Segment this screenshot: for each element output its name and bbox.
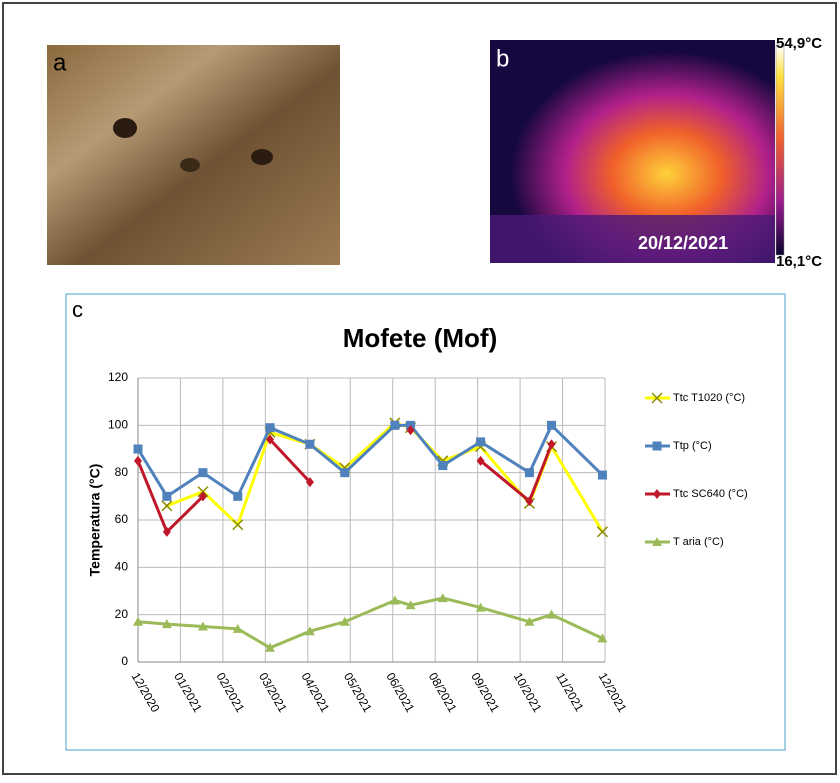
- y-tick-label: 20: [115, 607, 129, 621]
- y-axis-label: Temperatura (°C): [87, 464, 103, 577]
- marker: [651, 392, 663, 404]
- y-tick-label: 60: [115, 512, 129, 526]
- hole: [180, 158, 200, 172]
- marker: [340, 468, 350, 478]
- marker: [438, 461, 448, 471]
- y-tick-label: 120: [108, 370, 128, 384]
- marker: [546, 609, 557, 619]
- marker: [476, 437, 486, 447]
- legend-label: Ttc SC640 (°C): [673, 488, 748, 500]
- legend-label: T aria (°C): [673, 536, 724, 548]
- thermal-date: 20/12/2021: [638, 233, 728, 253]
- hole: [251, 149, 273, 165]
- marker: [547, 420, 557, 430]
- marker: [161, 619, 172, 629]
- legend-label: Ttc T1020 (°C): [673, 392, 745, 404]
- y-tick-label: 0: [121, 654, 128, 668]
- marker: [266, 434, 275, 445]
- chart-box: [65, 293, 786, 751]
- marker: [437, 593, 448, 603]
- marker: [161, 500, 173, 512]
- marker: [134, 455, 142, 466]
- marker: [265, 642, 276, 652]
- marker: [597, 470, 607, 480]
- marker: [133, 616, 143, 626]
- marker: [389, 595, 400, 605]
- colorbar: [775, 44, 785, 256]
- thermal-min: 16,1°C: [776, 253, 822, 270]
- marker: [406, 425, 415, 436]
- photo-a: [47, 45, 340, 265]
- marker: [390, 420, 400, 430]
- marker: [305, 477, 314, 488]
- y-tick-label: 80: [115, 465, 129, 479]
- marker: [596, 526, 608, 538]
- marker: [232, 623, 243, 633]
- marker: [232, 519, 244, 531]
- panel-label: b: [496, 45, 509, 72]
- marker: [547, 439, 556, 450]
- chart-title: Mofete (Mof): [343, 323, 498, 353]
- marker: [162, 491, 172, 501]
- marker: [265, 423, 275, 433]
- thermal-max: 54,9°C: [776, 35, 822, 52]
- marker: [652, 441, 662, 451]
- hole: [113, 118, 137, 138]
- series-line: [137, 596, 604, 650]
- y-tick-label: 100: [108, 418, 128, 432]
- photo-b-ground: [490, 215, 775, 263]
- marker: [475, 602, 486, 612]
- marker: [198, 491, 207, 502]
- legend-label: Ttp (°C): [673, 440, 712, 452]
- marker: [652, 537, 662, 546]
- marker: [133, 444, 143, 454]
- marker: [653, 489, 661, 499]
- marker: [597, 633, 608, 643]
- marker: [233, 491, 243, 501]
- marker: [198, 468, 208, 478]
- series-line: [136, 422, 604, 499]
- y-tick-label: 40: [115, 560, 129, 574]
- marker: [476, 455, 485, 466]
- marker: [405, 600, 416, 610]
- marker: [162, 526, 171, 537]
- marker: [197, 621, 208, 631]
- marker: [339, 616, 350, 626]
- marker: [525, 496, 534, 507]
- panel-label: c: [72, 297, 83, 322]
- marker: [524, 616, 535, 626]
- panel-label: a: [53, 49, 67, 76]
- marker: [305, 439, 315, 449]
- marker: [304, 626, 315, 636]
- marker: [524, 468, 534, 478]
